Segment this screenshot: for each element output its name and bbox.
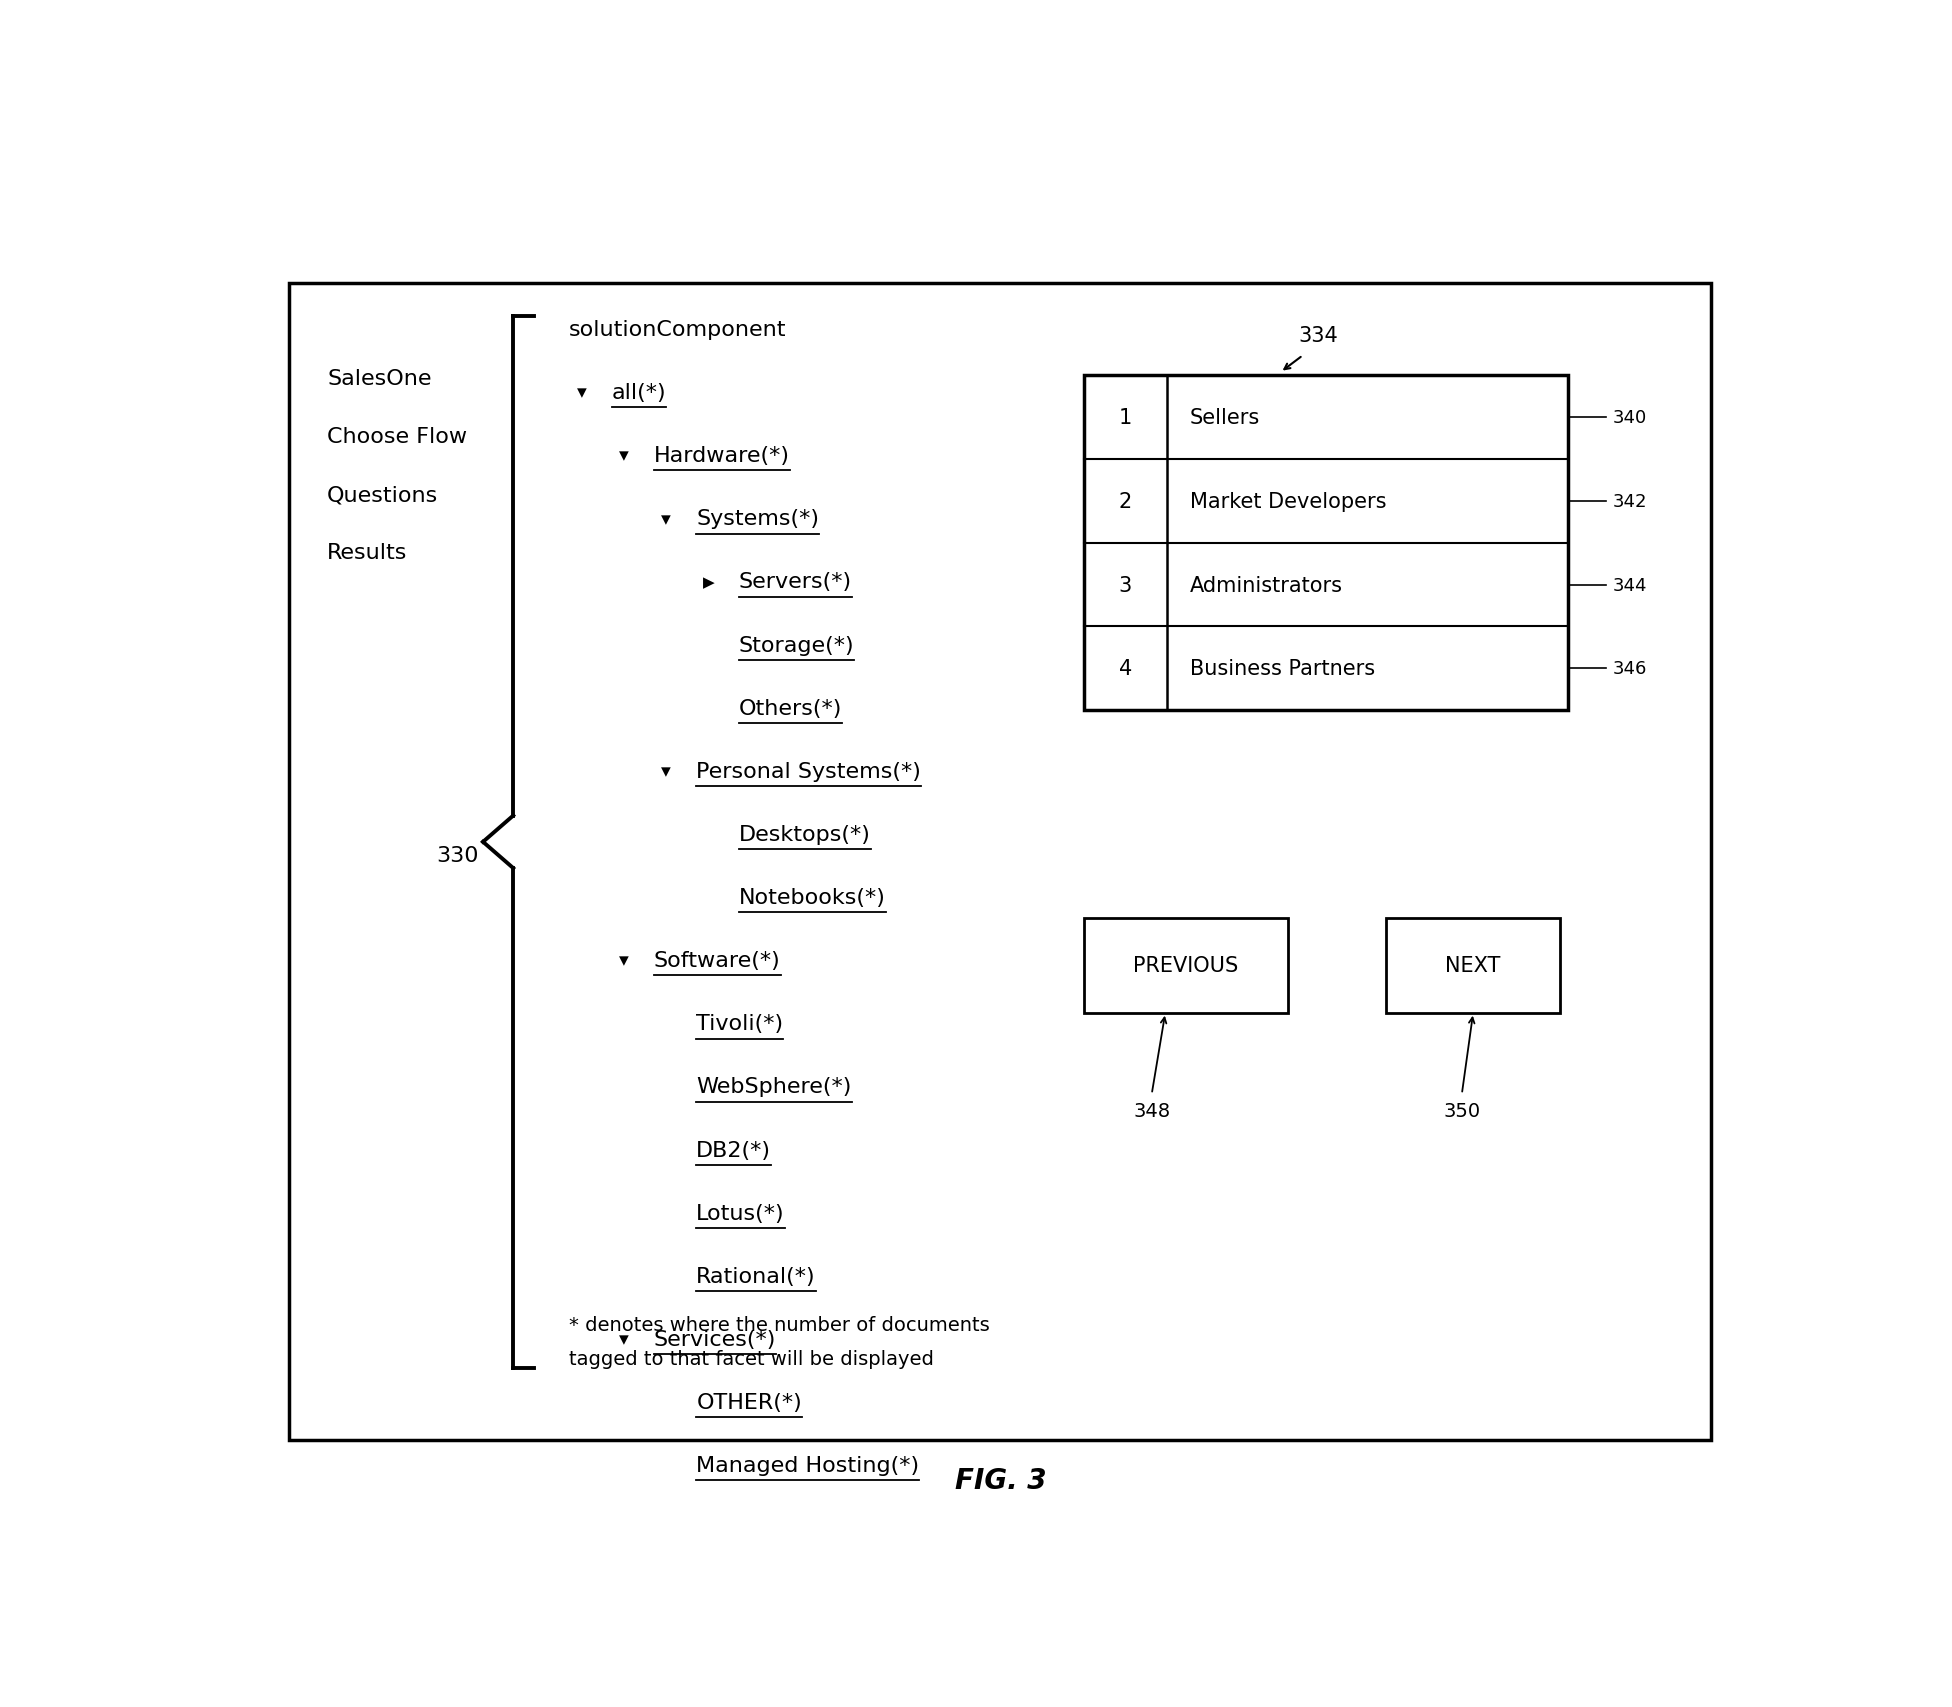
Text: 342: 342 [1612, 492, 1647, 510]
Text: ▾: ▾ [662, 509, 671, 529]
Text: ▾: ▾ [619, 447, 629, 466]
Text: ▾: ▾ [619, 951, 629, 970]
Text: 1: 1 [1118, 408, 1132, 427]
Text: NEXT: NEXT [1446, 956, 1501, 976]
Text: tagged to that facet will be displayed: tagged to that facet will be displayed [570, 1349, 935, 1369]
Text: Market Developers: Market Developers [1189, 492, 1386, 512]
Text: Personal Systems(*): Personal Systems(*) [697, 761, 921, 782]
Text: PREVIOUS: PREVIOUS [1132, 956, 1238, 976]
Text: Services(*): Services(*) [654, 1330, 777, 1349]
Text: 340: 340 [1612, 408, 1647, 427]
Text: Systems(*): Systems(*) [697, 509, 820, 529]
Text: 344: 344 [1612, 577, 1647, 594]
Text: Software(*): Software(*) [654, 951, 781, 971]
Text: FIG. 3: FIG. 3 [955, 1466, 1046, 1494]
Text: Managed Hosting(*): Managed Hosting(*) [697, 1456, 919, 1475]
Text: 348: 348 [1132, 1101, 1171, 1120]
Text: WebSphere(*): WebSphere(*) [697, 1077, 851, 1098]
Text: OTHER(*): OTHER(*) [697, 1393, 802, 1412]
Text: 346: 346 [1612, 661, 1647, 678]
Text: Servers(*): Servers(*) [738, 572, 851, 592]
Text: Choose Flow: Choose Flow [328, 427, 467, 447]
Text: 334: 334 [1298, 326, 1337, 345]
Text: 4: 4 [1118, 659, 1132, 679]
Text: ▾: ▾ [576, 384, 586, 403]
Text: 2: 2 [1118, 492, 1132, 512]
Text: Others(*): Others(*) [738, 698, 841, 719]
Text: Questions: Questions [328, 485, 439, 505]
Text: Desktops(*): Desktops(*) [738, 824, 871, 845]
Bar [1083, 918, 1288, 1014]
Text: DB2(*): DB2(*) [697, 1140, 771, 1159]
Text: Business Partners: Business Partners [1189, 659, 1374, 679]
Text: Results: Results [328, 543, 408, 563]
Bar [1386, 918, 1560, 1014]
Bar [289, 283, 1712, 1441]
Text: 330: 330 [435, 845, 478, 865]
Text: * denotes where the number of documents: * denotes where the number of documents [570, 1314, 990, 1335]
Text: Sellers: Sellers [1189, 408, 1259, 427]
Text: ▾: ▾ [662, 761, 671, 780]
Text: Notebooks(*): Notebooks(*) [738, 888, 886, 908]
Text: Rational(*): Rational(*) [697, 1267, 816, 1285]
Text: Hardware(*): Hardware(*) [654, 446, 791, 466]
Text: SalesOne: SalesOne [328, 369, 431, 389]
Text: solutionComponent: solutionComponent [570, 319, 787, 340]
Text: 350: 350 [1443, 1101, 1480, 1120]
Bar [1083, 376, 1567, 710]
Text: ▾: ▾ [619, 1330, 629, 1349]
Text: Lotus(*): Lotus(*) [697, 1203, 785, 1222]
Text: Administrators: Administrators [1189, 575, 1343, 596]
Text: ▶: ▶ [703, 575, 714, 589]
Text: Tivoli(*): Tivoli(*) [697, 1014, 783, 1034]
Text: Storage(*): Storage(*) [738, 635, 855, 655]
Text: 3: 3 [1118, 575, 1132, 596]
Text: all(*): all(*) [611, 382, 666, 403]
